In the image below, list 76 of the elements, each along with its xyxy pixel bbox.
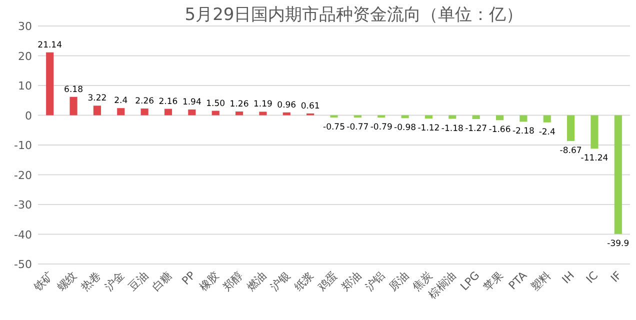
x-tick-label: 鸡蛋 [314, 268, 340, 294]
bar [590, 115, 598, 149]
y-tick-label: -30 [14, 198, 32, 212]
x-tick-label: PP [179, 268, 198, 288]
bar [235, 112, 244, 116]
bar [448, 115, 456, 119]
x-tick-label: 热卷 [78, 268, 104, 294]
x-tick-label: 橡胶 [196, 268, 222, 294]
y-tick-label: -10 [14, 139, 32, 152]
y-tick-label: -20 [14, 168, 32, 182]
data-label: 2.26 [135, 96, 154, 107]
x-tick-label: IH [560, 268, 577, 286]
x-tick-label: 沪银 [268, 268, 293, 294]
x-tick-label: 沪铝 [362, 268, 388, 294]
bar [543, 115, 551, 122]
bar [614, 115, 622, 234]
bar [140, 108, 148, 116]
y-tick-label: 10 [18, 80, 32, 92]
data-label: -2.18 [512, 126, 534, 137]
data-label: -1.27 [465, 124, 488, 134]
data-label: 21.14 [38, 40, 62, 50]
x-tick-label: 沪金 [102, 268, 127, 294]
x-tick-label: 豆油 [126, 268, 151, 294]
x-tick-label: 苹果 [481, 268, 506, 294]
x-tick-label: 燃油 [244, 268, 270, 294]
bar [164, 108, 172, 116]
bar [282, 112, 290, 116]
x-tick-label: 塑料 [528, 268, 554, 294]
data-label: -1.12 [418, 124, 440, 134]
data-label: 1.26 [230, 100, 249, 110]
data-label: -39.9 [607, 238, 630, 249]
bar [93, 106, 101, 116]
data-label: -2.4 [538, 127, 556, 138]
data-label: -1.66 [488, 125, 511, 136]
bar [117, 108, 125, 116]
y-tick-label: 0 [25, 109, 32, 122]
data-label: 6.18 [64, 84, 83, 95]
bar [70, 96, 78, 116]
x-tick-label: 铁矿 [30, 268, 56, 294]
data-label: 2.16 [158, 96, 178, 107]
data-label: 1.50 [206, 98, 226, 109]
bar [496, 115, 504, 120]
data-label: -0.77 [346, 122, 369, 133]
bar [567, 115, 575, 142]
data-label: 1.19 [253, 100, 272, 110]
x-tick-label: IC [584, 268, 601, 286]
bar [212, 110, 220, 116]
data-label: 3.22 [88, 94, 107, 104]
x-tick-label: 螺纹 [54, 268, 80, 294]
x-tick-label: 白糖 [150, 268, 174, 294]
bar [472, 115, 480, 120]
y-tick-label: 30 [18, 20, 32, 33]
chart-title: 5月29日国内期市品种资金流向（单位：亿） [184, 5, 524, 25]
y-tick-label: 20 [18, 50, 32, 63]
data-label: -0.79 [370, 122, 392, 133]
data-label: 0.61 [300, 101, 320, 112]
data-label: -0.98 [394, 123, 416, 134]
y-tick-label: -50 [14, 258, 32, 271]
bar [188, 109, 196, 116]
bar [259, 112, 267, 116]
x-tick-label: 郑醇 [220, 268, 246, 294]
data-label: -1.18 [441, 124, 464, 134]
data-label: -11.24 [580, 154, 608, 164]
bar [46, 52, 54, 116]
bar [520, 115, 528, 122]
y-tick-label: -40 [14, 228, 32, 242]
x-tick-label: 郑油 [339, 268, 364, 294]
x-tick-label: IF [608, 268, 624, 285]
data-label: -8.67 [560, 146, 582, 156]
data-label: 1.94 [182, 97, 202, 108]
data-label: 2.4 [114, 96, 128, 106]
x-tick-label: 原油 [386, 268, 412, 294]
x-tick-label: PTA [506, 268, 530, 292]
x-tick-label: 纸浆 [292, 268, 316, 294]
data-label: 0.96 [277, 100, 296, 110]
data-label: -0.75 [323, 122, 345, 132]
